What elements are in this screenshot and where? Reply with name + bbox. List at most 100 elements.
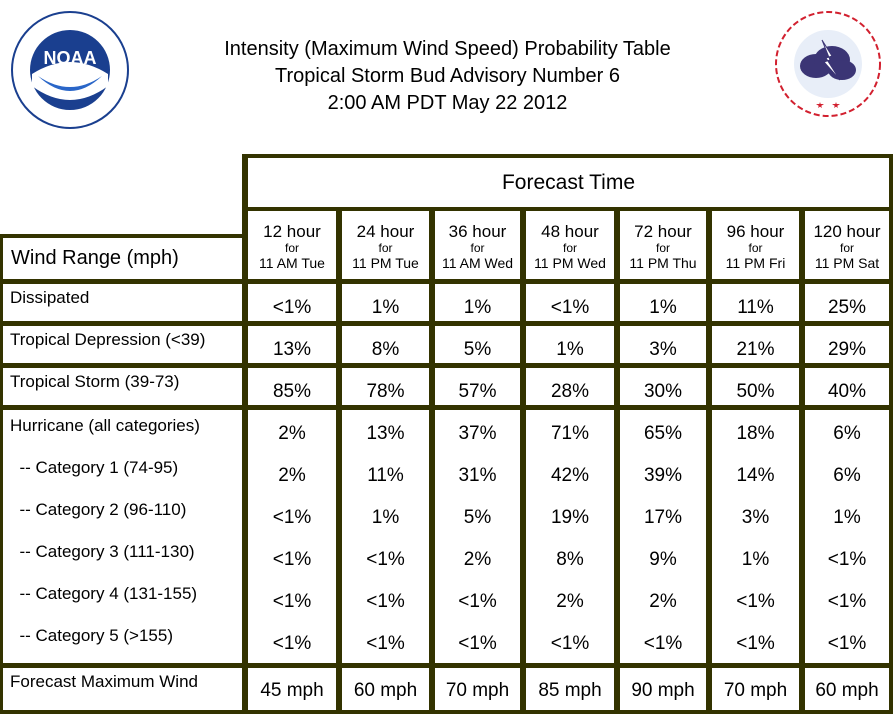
row-value: 1%	[833, 507, 861, 528]
row-value: 39%	[643, 465, 683, 486]
row-label: Tropical Depression (<39)	[10, 330, 206, 349]
row-value: 21%	[736, 339, 775, 360]
row-value: <1%	[366, 633, 405, 654]
column-header: 72 hour for 11 PM Thu	[620, 211, 706, 279]
row-group-value-cell: 90 mph	[620, 668, 706, 710]
column-for: for	[284, 241, 299, 255]
column-for: for	[748, 241, 763, 255]
row-group-value-cell: 60 mph	[342, 668, 429, 710]
row-group-value-cell: <1%	[526, 284, 614, 321]
row-value: 30%	[643, 381, 683, 402]
column-when: 11 PM Wed	[534, 255, 606, 271]
column-header: 120 hour for 11 PM Sat	[805, 211, 889, 279]
row-label: -- Category 1 (74-95)	[10, 458, 179, 477]
row-value: <1%	[736, 591, 775, 612]
row-value: 13%	[272, 339, 312, 360]
row-value: 78%	[366, 381, 405, 402]
storm-advisory: Tropical Storm Bud Advisory Number 6	[275, 65, 620, 87]
row-value: 60 mph	[353, 680, 418, 701]
row-value: <1%	[272, 549, 312, 570]
row-value: <1%	[272, 507, 312, 528]
row-group-value-cell: 8%	[342, 326, 429, 363]
row-value: 65%	[643, 423, 683, 444]
row-value: 28%	[550, 381, 590, 402]
row-value: 8%	[371, 339, 400, 360]
row-value: <1%	[272, 633, 312, 654]
row-value: <1%	[827, 549, 867, 570]
row-value: 1%	[371, 507, 400, 528]
column-header: 96 hour for 11 PM Fri	[712, 211, 799, 279]
row-value: <1%	[643, 633, 683, 654]
row-value: 60 mph	[815, 680, 879, 701]
column-hours: 24 hour	[356, 222, 415, 241]
row-value: 85%	[272, 381, 312, 402]
row-value: 11%	[367, 465, 404, 486]
row-value: 1%	[463, 297, 492, 318]
column-for: for	[378, 241, 393, 255]
row-value: 1%	[371, 297, 400, 318]
row-label: Forecast Maximum Wind	[10, 672, 198, 691]
row-value: 9%	[649, 549, 677, 570]
column-when: 11 PM Thu	[629, 255, 697, 271]
column-header: 36 hour for 11 AM Wed	[435, 211, 520, 279]
forecast-time-label: Forecast Time	[501, 170, 636, 194]
page-title: Intensity (Maximum Wind Speed) Probabili…	[224, 38, 671, 60]
row-group-value-cell: 5%	[435, 326, 520, 363]
wind-range-label: Wind Range (mph)	[11, 247, 179, 269]
row-group-value-cell: 78%	[342, 368, 429, 405]
row-value: 90 mph	[631, 680, 695, 701]
row-value: 2%	[463, 549, 492, 570]
column-hours: 36 hour	[448, 222, 507, 241]
row-group-value-cell: 28%	[526, 368, 614, 405]
row-value: <1%	[827, 633, 867, 654]
row-label: -- Category 5 (>155)	[10, 626, 173, 645]
advisory-time: 2:00 AM PDT May 22 2012	[327, 92, 568, 114]
row-value: <1%	[736, 633, 775, 654]
row-value: <1%	[827, 591, 867, 612]
row-group-value-cell: 18% 14% 3% 1% <1% <1%	[712, 410, 799, 663]
row-group-label-cell: Forecast Maximum Wind	[3, 668, 242, 710]
row-value: 2%	[278, 465, 306, 486]
row-value: 29%	[827, 339, 867, 360]
row-group-value-cell: 1%	[435, 284, 520, 321]
row-value: 70 mph	[445, 680, 510, 701]
noaa-logo: NOAA	[11, 11, 129, 129]
row-group-value-cell: 60 mph	[805, 668, 889, 710]
row-value: 6%	[833, 423, 861, 444]
column-for: for	[655, 241, 670, 255]
row-group-label-cell: Tropical Storm (39-73)	[3, 368, 242, 405]
row-value: 1%	[741, 549, 770, 570]
row-value: 31%	[458, 465, 497, 486]
nws-logo	[774, 10, 882, 118]
column-for: for	[562, 241, 577, 255]
noaa-logo-text: NOAA	[44, 48, 97, 68]
row-value: 8%	[556, 549, 584, 570]
row-value: 18%	[736, 423, 775, 444]
row-group-value-cell: 21%	[712, 326, 799, 363]
row-group-value-cell: 13%	[248, 326, 336, 363]
row-group-value-cell: 3%	[620, 326, 706, 363]
row-group-value-cell: 1%	[526, 326, 614, 363]
row-group-value-cell: 1%	[620, 284, 706, 321]
row-group-value-cell: 70 mph	[712, 668, 799, 710]
row-group-value-cell: 50%	[712, 368, 799, 405]
column-hours: 120 hour	[813, 222, 881, 241]
row-label: -- Category 4 (131-155)	[10, 584, 198, 603]
row-value: 45 mph	[260, 680, 324, 701]
row-value: 2%	[278, 423, 306, 444]
column-header: 12 hour for 11 AM Tue	[248, 211, 336, 279]
column-hours: 72 hour	[634, 222, 692, 241]
row-group-value-cell: <1%	[248, 284, 336, 321]
row-group-value-cell: 2% 2% <1% <1% <1% <1%	[248, 410, 336, 663]
row-value: 3%	[649, 339, 677, 360]
row-value: 2%	[649, 591, 677, 612]
row-value: 2%	[556, 591, 584, 612]
column-hours: 12 hour	[263, 222, 321, 241]
row-value: <1%	[272, 591, 312, 612]
row-value: 1%	[649, 297, 677, 318]
forecast-time-header: Forecast Time	[248, 158, 889, 207]
row-group-value-cell: 45 mph	[248, 668, 336, 710]
row-value: 57%	[458, 381, 497, 402]
row-value: 40%	[827, 381, 867, 402]
row-label: -- Category 3 (111-130)	[10, 542, 195, 561]
